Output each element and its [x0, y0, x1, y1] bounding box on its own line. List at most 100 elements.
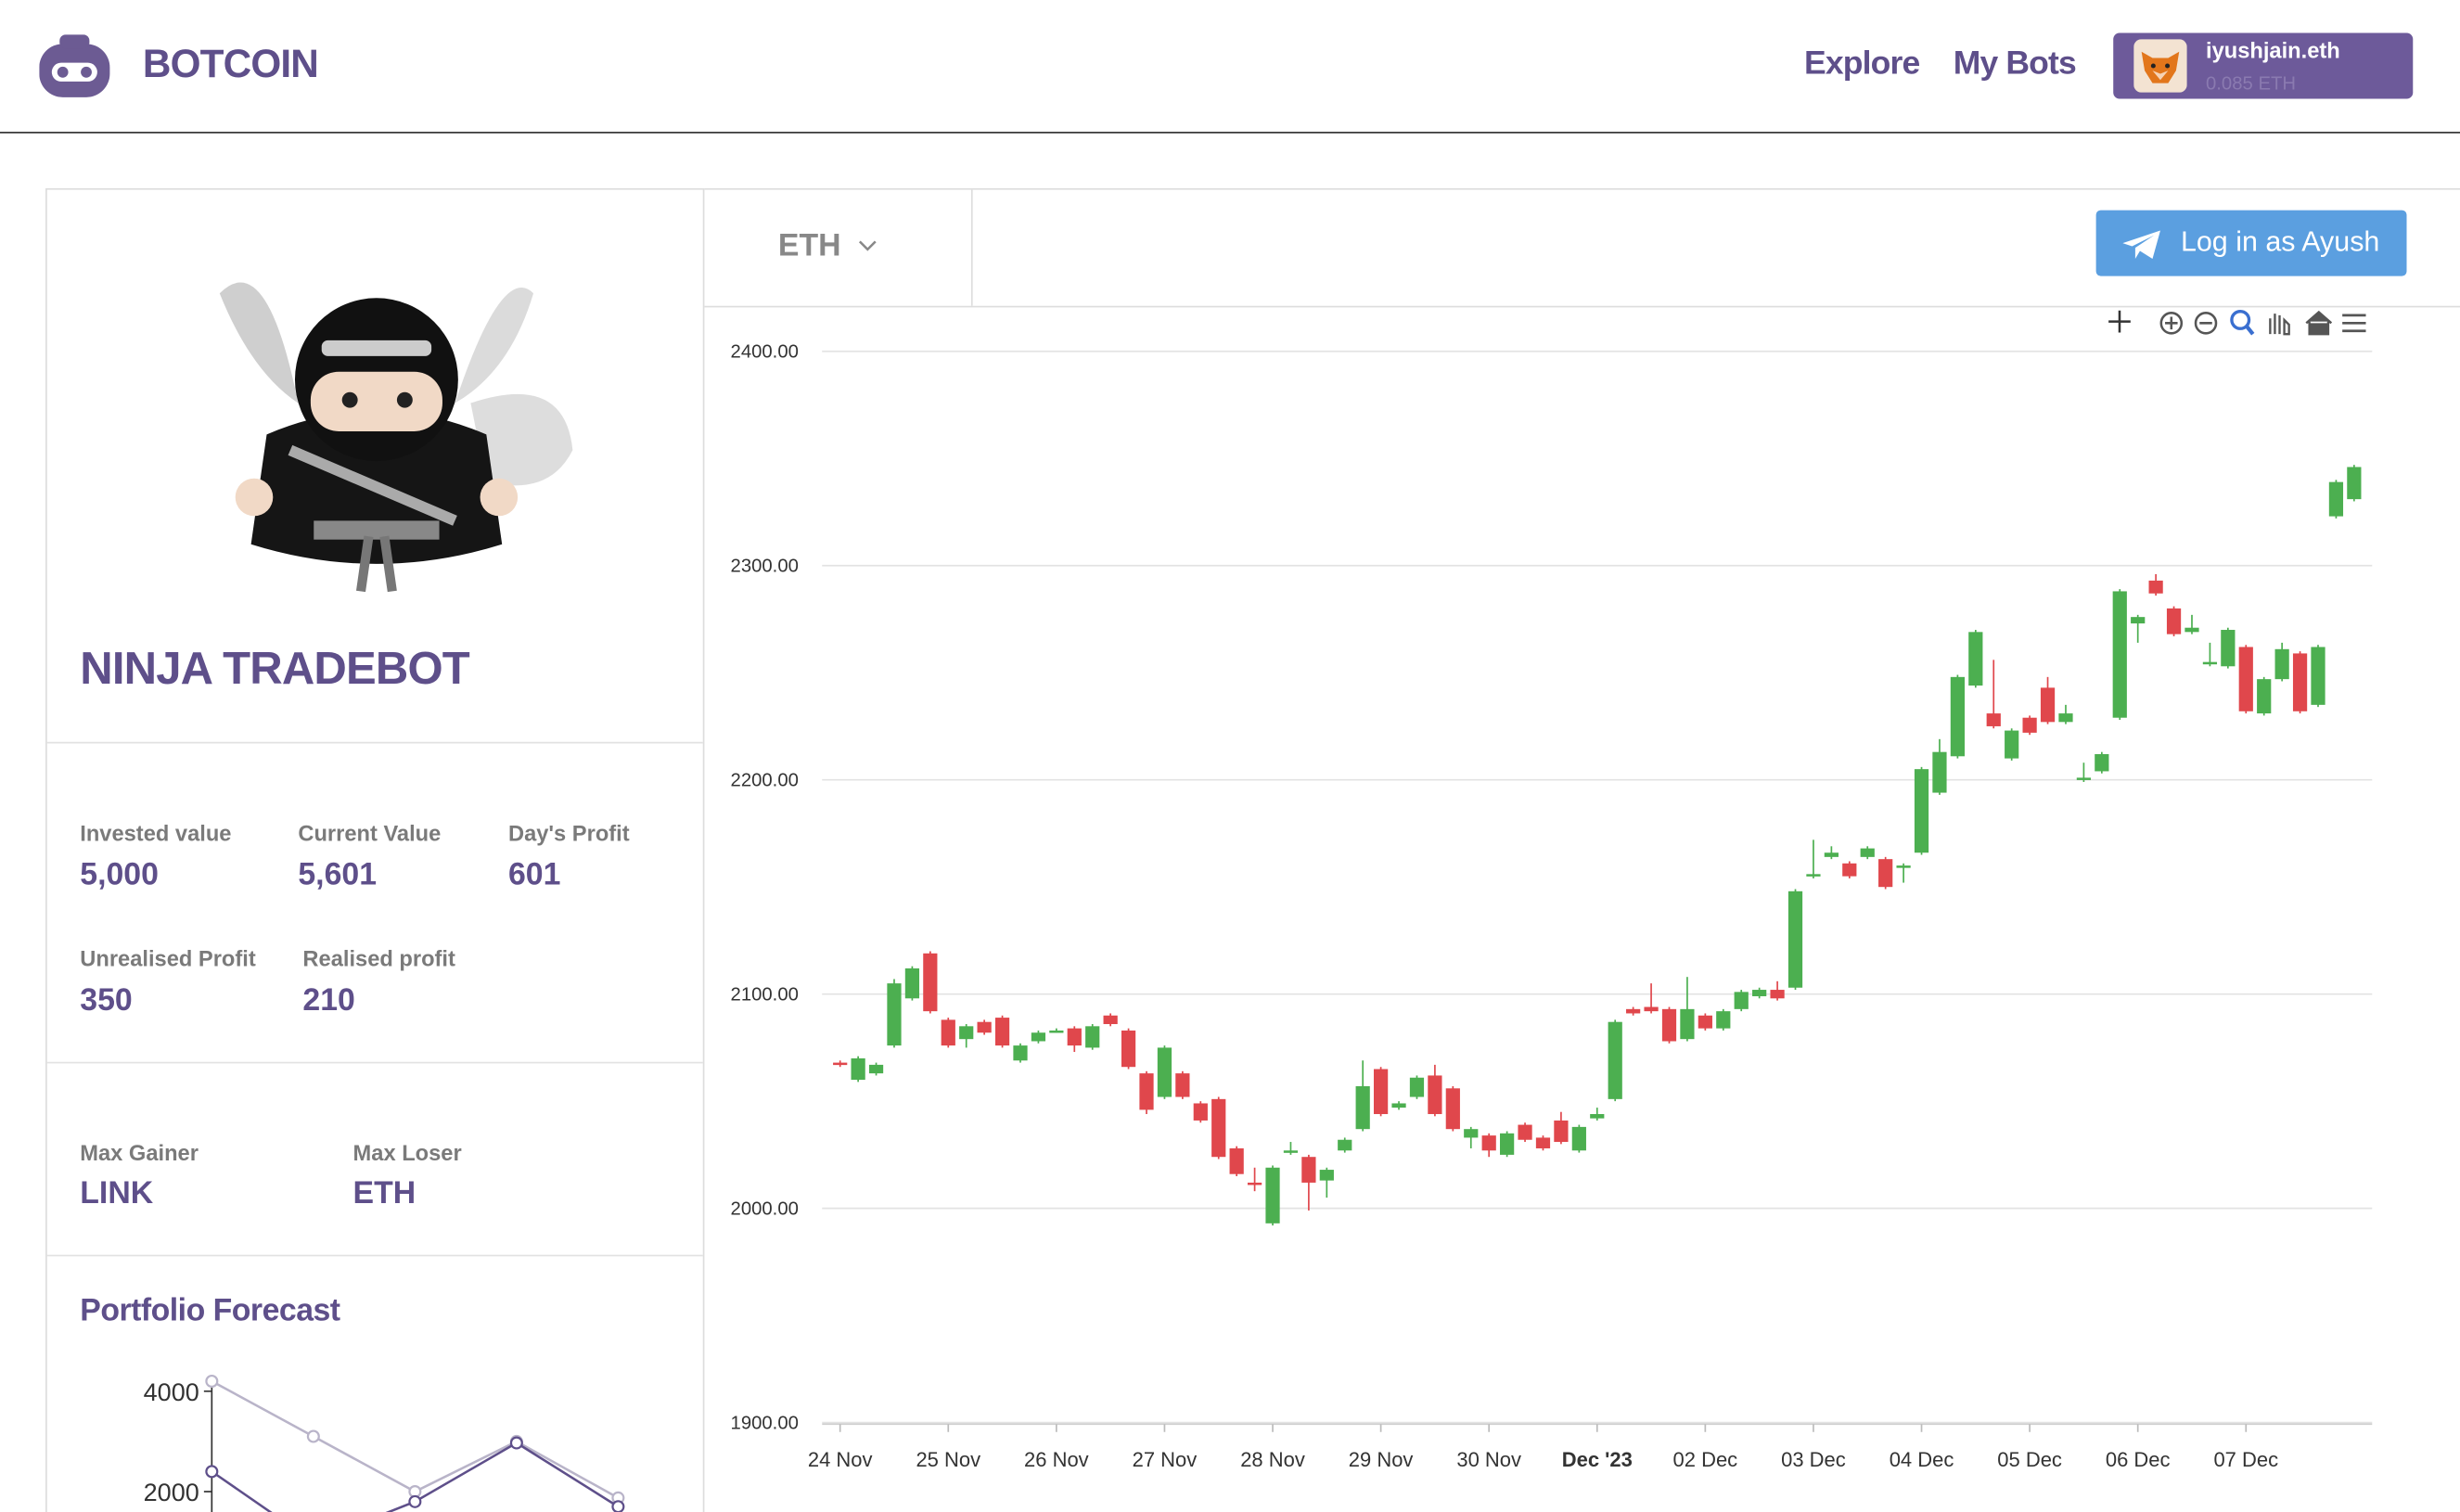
candle-body	[904, 967, 920, 999]
forecast-point	[611, 1500, 625, 1512]
candle-body	[1535, 1137, 1551, 1148]
candle-body	[851, 1057, 865, 1081]
x-tick-label: 26 Nov	[1024, 1448, 1089, 1471]
x-tick-label: 28 Nov	[1240, 1448, 1305, 1471]
candle-body	[1986, 713, 2001, 726]
candle-body	[1464, 1129, 1479, 1138]
candle-body	[1806, 874, 1821, 877]
mover-label: Max Loser	[352, 1140, 462, 1166]
x-tick-label: 04 Dec	[1890, 1448, 1954, 1471]
candle-body	[2040, 687, 2056, 723]
candle-body	[2185, 627, 2199, 633]
wallet-button[interactable]: iyushjain.eth 0.085 ETH	[2113, 32, 2414, 99]
candle-body	[1103, 1015, 1118, 1025]
candle-body	[1734, 992, 1749, 1009]
candle-body	[1031, 1032, 1046, 1042]
candle-body	[1193, 1103, 1208, 1121]
candle-body	[1229, 1147, 1244, 1174]
logo	[39, 34, 110, 97]
candle-body	[1301, 1157, 1316, 1183]
candle-body	[1085, 1026, 1100, 1048]
candle-body	[1121, 1030, 1136, 1068]
candle-body	[2148, 580, 2163, 594]
candle-body	[2292, 653, 2308, 711]
candle-body	[2022, 717, 2037, 733]
candle-body	[887, 983, 902, 1046]
candle-body	[1608, 1021, 1622, 1099]
candle-body	[2274, 648, 2289, 680]
candle-body	[1716, 1011, 1731, 1029]
stat-value: 601	[507, 857, 561, 893]
zoom-tools	[2108, 309, 2366, 336]
candle-body	[1428, 1075, 1442, 1115]
candle-body	[1445, 1088, 1460, 1130]
candle-body	[1571, 1126, 1586, 1151]
y-tick-label: 2300.00	[731, 556, 799, 576]
candle-body	[1265, 1167, 1280, 1224]
header-rule	[0, 132, 2460, 134]
candle-body	[1644, 1006, 1659, 1012]
candle-body	[2202, 661, 2218, 665]
stat-label: Realised profit	[302, 945, 455, 971]
candle-body	[1211, 1098, 1226, 1158]
x-tick-label: 29 Nov	[1349, 1448, 1414, 1471]
nav-link[interactable]: Explore	[1804, 45, 1920, 82]
candle-body	[2221, 630, 2236, 667]
x-tick-label: 07 Dec	[2213, 1448, 2278, 1471]
candle-body	[1824, 852, 1839, 857]
candle-body	[868, 1064, 884, 1074]
candle-body	[1932, 751, 1947, 793]
y-tick-label: 2400.00	[731, 342, 799, 363]
candle-body	[2166, 608, 2182, 634]
bot-avatar	[219, 282, 573, 593]
wallet-icon	[2133, 39, 2187, 93]
telegram-icon	[2122, 230, 2160, 259]
candle-body	[1338, 1139, 1352, 1151]
x-tick-label: 05 Dec	[1997, 1448, 2062, 1471]
candle-body	[2131, 617, 2146, 624]
candle-body	[833, 1062, 848, 1066]
candle-body	[2058, 713, 2073, 723]
symbol-select[interactable]: ETH	[704, 189, 973, 306]
bot-card: NINJA TRADEBOT Invested value 5,000 Curr…	[45, 187, 705, 1512]
nav-link[interactable]: My Bots	[1953, 45, 2077, 82]
candle-body	[1680, 1008, 1695, 1040]
candle-body	[994, 1018, 1010, 1046]
candle-body	[1950, 676, 1965, 757]
x-tick-label: 24 Nov	[808, 1448, 873, 1471]
mover-value: LINK	[80, 1176, 154, 1211]
candle-body	[1013, 1045, 1028, 1061]
candle-body	[1698, 1015, 1712, 1029]
stat-value: 350	[80, 983, 133, 1019]
wallet-name: iyushjain.eth	[2206, 37, 2340, 63]
y-tick-label: 2000.00	[731, 1198, 799, 1219]
brand[interactable]: BOTCOIN	[142, 42, 319, 86]
candle-body	[1770, 990, 1785, 999]
x-tick-label: Dec '23	[1562, 1448, 1633, 1471]
login-button[interactable]: Log in as Ayush	[2095, 210, 2407, 276]
forecast-line	[211, 1379, 620, 1499]
candle-body	[2095, 753, 2109, 772]
stat-value: 5,000	[80, 857, 159, 893]
forecast-point	[205, 1465, 219, 1479]
bot-name: NINJA TRADEBOT	[80, 644, 469, 696]
candle-body	[1860, 848, 1875, 857]
y-tick-label: 2100.00	[731, 984, 799, 1005]
candle-body	[1481, 1135, 1496, 1151]
candle-body	[1752, 990, 1767, 996]
stat-value: 5,601	[298, 857, 378, 893]
candle-body	[1500, 1133, 1515, 1155]
divider	[46, 741, 703, 744]
candle-body	[1590, 1114, 1605, 1119]
x-tick-label: 02 Dec	[1673, 1448, 1738, 1471]
candle-body	[1049, 1030, 1064, 1033]
candle-body	[1391, 1103, 1406, 1108]
candle-body	[2238, 647, 2253, 711]
y-tick-label: 2000	[144, 1479, 199, 1506]
candle-body	[2311, 647, 2325, 705]
candle-body	[1247, 1182, 1262, 1185]
y-tick-label: 1900.00	[731, 1413, 799, 1433]
candle-body	[1175, 1073, 1190, 1097]
x-tick-label: 06 Dec	[2106, 1448, 2171, 1471]
login-text: Log in as Ayush	[2180, 225, 2380, 258]
